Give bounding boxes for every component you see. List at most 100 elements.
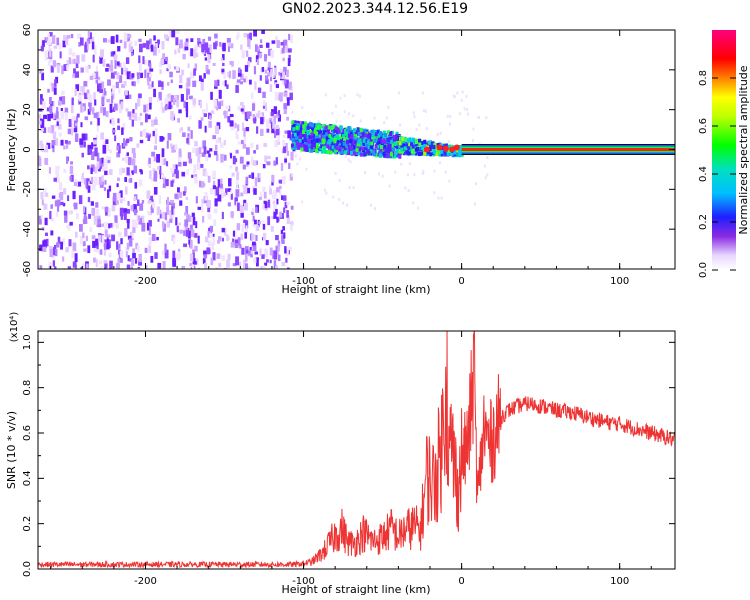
- heatmap-cell: [107, 234, 111, 238]
- heatmap-cell: [221, 81, 226, 86]
- heatmap-cell: [264, 54, 267, 62]
- heatmap-cell: [175, 37, 179, 46]
- heatmap-cell: [234, 122, 237, 129]
- heatmap-cell: [435, 151, 439, 156]
- heatmap-cell: [212, 252, 216, 261]
- heatmap-cell: [189, 224, 193, 232]
- heatmap-cell: [354, 130, 358, 135]
- heatmap-cell: [303, 127, 307, 132]
- heatmap-cell: [376, 130, 380, 135]
- heatmap-cell: [460, 98, 463, 102]
- heatmap-cell: [288, 33, 291, 41]
- heatmap-cell: [346, 203, 349, 207]
- heatmap-cell: [123, 81, 127, 87]
- heatmap-cell: [279, 188, 282, 196]
- heatmap-cell: [138, 260, 143, 266]
- heatmap-cell: [104, 221, 108, 230]
- heatmap-cell: [221, 237, 225, 242]
- heatmap-cell: [255, 206, 258, 211]
- heatmap-cell: [175, 164, 178, 171]
- heatmap-cell: [282, 70, 285, 79]
- heatmap-cell: [75, 116, 79, 123]
- heatmap-cell: [144, 247, 148, 253]
- heatmap-cell: [49, 96, 52, 104]
- heatmap-cell: [174, 144, 178, 151]
- heatmap-cell: [215, 267, 218, 269]
- heatmap-cell: [223, 140, 226, 146]
- heatmap-cell: [281, 175, 286, 185]
- heatmap-cell: [189, 253, 194, 262]
- heatmap-cell: [106, 144, 110, 152]
- heatmap-cell: [54, 248, 58, 257]
- heatmap-cell: [326, 144, 330, 149]
- heatmap-cell: [236, 171, 240, 181]
- heatmap-cell: [193, 260, 197, 265]
- heatmap-cell: [324, 132, 328, 137]
- heatmap-cell: [242, 143, 247, 149]
- heatmap-cell: [78, 42, 81, 47]
- heatmap-cell: [447, 140, 450, 144]
- heatmap-cell: [67, 128, 72, 135]
- heatmap-cell: [170, 167, 174, 174]
- heatmap-cell: [356, 127, 360, 132]
- heatmap-cell: [91, 235, 96, 240]
- heatmap-cell: [62, 237, 65, 246]
- heatmap-cell: [290, 221, 294, 226]
- heatmap-cell: [282, 195, 287, 201]
- heatmap-cell: [286, 215, 290, 225]
- heatmap-cell: [170, 111, 174, 121]
- heatmap-cell: [182, 43, 186, 53]
- heatmap-cell: [152, 168, 156, 174]
- heatmap-cell: [112, 129, 116, 133]
- heatmap-cell: [264, 262, 268, 266]
- heatmap-cell: [48, 261, 53, 266]
- heatmap-cell: [123, 138, 126, 147]
- heatmap-cell: [232, 238, 235, 246]
- heatmap-cell: [217, 240, 220, 244]
- heatmap-cell: [286, 150, 290, 156]
- heatmap-cell: [173, 97, 176, 105]
- heatmap-cell: [79, 235, 84, 245]
- heatmap-cell: [219, 142, 224, 149]
- heatmap-cell: [226, 37, 231, 43]
- heatmap-cell: [192, 98, 197, 105]
- heatmap-cell: [254, 251, 258, 255]
- heatmap-cell: [176, 99, 180, 108]
- snr-xtick-label: -200: [134, 576, 157, 587]
- heatmap-cell: [65, 36, 69, 46]
- heatmap-cell: [134, 220, 138, 229]
- heatmap-cell: [120, 199, 123, 204]
- heatmap-cell: [324, 188, 327, 192]
- heatmap-cell: [279, 211, 282, 218]
- heatmap-cell: [60, 241, 64, 250]
- heatmap-cell: [263, 233, 266, 241]
- heatmap-cell: [216, 253, 221, 259]
- heatmap-cell: [90, 176, 94, 183]
- heatmap-cell: [39, 265, 43, 269]
- heatmap-cell: [144, 69, 147, 79]
- heatmap-cell: [273, 209, 277, 219]
- heatmap-cell: [121, 67, 124, 75]
- heatmap-cell: [266, 128, 270, 133]
- heatmap-cell: [194, 245, 198, 252]
- heatmap-cell: [285, 248, 289, 257]
- heatmap-cell: [53, 244, 57, 249]
- heatmap-cell: [241, 247, 245, 255]
- heatmap-cell: [315, 138, 319, 143]
- heatmap-cell: [225, 110, 228, 119]
- heatmap-cell: [87, 64, 91, 69]
- heatmap-cell: [62, 40, 66, 48]
- heatmap-cell: [47, 113, 51, 122]
- heatmap-cell: [161, 173, 165, 179]
- heatmap-cell: [269, 259, 272, 264]
- heatmap-cell: [171, 30, 176, 38]
- heatmap-cell: [267, 199, 271, 208]
- heatmap-cell: [49, 112, 54, 119]
- heatmap-cell: [149, 102, 152, 110]
- heatmap-cell: [111, 119, 116, 126]
- heatmap-cell: [140, 131, 143, 137]
- heatmap-cell: [402, 143, 406, 148]
- heatmap-cell: [98, 83, 102, 90]
- heatmap-cell: [128, 43, 131, 53]
- heatmap-cell: [366, 149, 370, 154]
